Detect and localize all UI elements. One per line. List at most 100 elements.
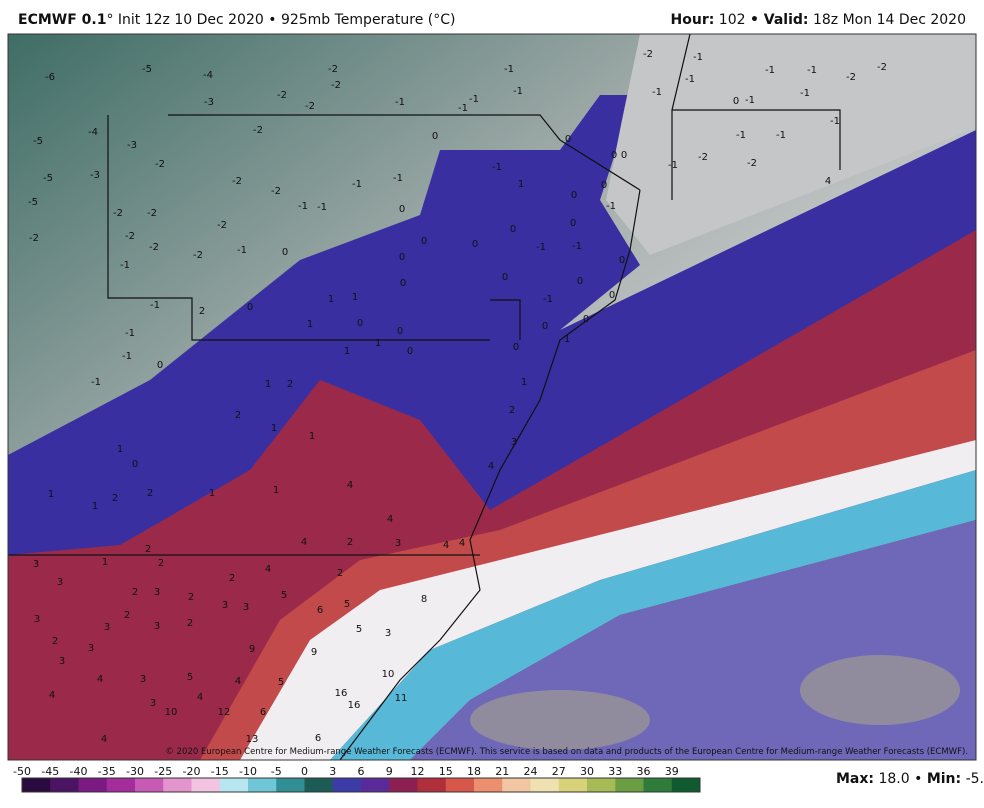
map-label: 0 (472, 239, 478, 250)
map-label: -4 (203, 70, 213, 81)
map-label: 2 (124, 610, 130, 621)
map-label: 0 (247, 302, 253, 313)
map-labels: -6 -5 -4 -3 -2 -2 -2 -2 -1 -1 -1 -1 -1 -2 -1 -1 -1 -2 -2 -1… (28, 49, 887, 745)
colorbar-swatch (248, 778, 277, 792)
colorbar-tick: 9 (386, 765, 393, 778)
map-label: -2 (643, 49, 653, 60)
map-label: -6 (45, 72, 55, 83)
map-label: -1 (298, 201, 308, 212)
map-label: 3 (34, 614, 40, 625)
map-label: 1 (48, 489, 54, 500)
hour: 102 (718, 12, 746, 28)
map-label: 3 (511, 437, 517, 448)
map-label: -1 (830, 116, 840, 127)
map-label: 3 (154, 621, 160, 632)
map-label: 2 (188, 592, 194, 603)
colorbar-swatch (135, 778, 164, 792)
init: ° Init 12z 10 Dec 2020 • 925mb Temperatu… (106, 12, 456, 28)
map-label: 1 (307, 319, 313, 330)
map-label: 16 (348, 700, 361, 711)
map-label: -1 (91, 377, 101, 388)
colorbar-swatch (615, 778, 644, 792)
map-label: -2 (232, 176, 242, 187)
map-label: 0 (407, 346, 413, 357)
colorbar-tick: -35 (98, 765, 116, 778)
map-label: 0 (421, 236, 427, 247)
colorbar-swatch (332, 778, 362, 792)
map-label: -1 (685, 74, 695, 85)
map-label: -2 (113, 208, 123, 219)
map-label: 0 (621, 150, 627, 161)
map-label: -1 (668, 160, 678, 171)
borders (8, 33, 841, 761)
colorbar-swatch (361, 778, 390, 792)
map-label: 5 (356, 624, 362, 635)
map-label: 0 (542, 321, 548, 332)
map-label: 9 (249, 644, 255, 655)
map-label: -5 (28, 197, 38, 208)
map-label: -1 (125, 328, 135, 339)
map-label: 4 (825, 176, 831, 187)
map-label: 2 (52, 636, 58, 647)
band-light (240, 440, 976, 760)
map-label: -1 (352, 179, 362, 190)
map-label: -2 (331, 80, 341, 91)
map-label: 0 (571, 190, 577, 201)
map-label: 2 (145, 544, 151, 555)
map-label: 2 (509, 405, 515, 416)
colorbar: -50 -45 -40 -35 -30 -25 -20 -15 -10 -5 0 3 6 9 12 15 18 2… (13, 765, 701, 793)
colorbar-swatch (502, 778, 531, 792)
colorbar-swatch (304, 778, 334, 792)
map-label: 6 (315, 733, 321, 744)
map-label: 6 (260, 707, 266, 718)
colorbar-tick: -5 (271, 765, 282, 778)
map-label: -2 (747, 158, 757, 169)
map-label: 3 (57, 577, 63, 588)
footer: Max: 18.0 • Min: -5.8 (836, 771, 984, 787)
map-label: 4 (488, 461, 494, 472)
colorbar-tick: 3 (329, 765, 336, 778)
map-label: 0 (583, 314, 589, 325)
map-label: 0 (609, 290, 615, 301)
map-label: -1 (536, 242, 546, 253)
colorbar-tick: 30 (580, 765, 594, 778)
patch (800, 655, 960, 725)
colorbar-tick: -15 (211, 765, 229, 778)
map-label: 3 (154, 587, 160, 598)
map-label: -2 (29, 233, 39, 244)
map-label: 0 (565, 134, 571, 145)
map-label: 3 (104, 622, 110, 633)
min: -5.8 (966, 771, 984, 787)
map-label: 2 (287, 379, 293, 390)
map-label: -2 (277, 90, 287, 101)
map-label: -1 (572, 241, 582, 252)
map-label: 4 (387, 514, 393, 525)
map-label: 1 (92, 501, 98, 512)
colorbar-swatch (417, 778, 447, 792)
map-label: 0 (132, 459, 138, 470)
map-label: -1 (736, 130, 746, 141)
map-label: 0 (570, 218, 576, 229)
map-label: 2 (229, 573, 235, 584)
map-label: 1 (352, 292, 358, 303)
colorbar-swatch (558, 778, 588, 792)
min-label: Min: (927, 771, 961, 787)
hour-label: Hour: (670, 12, 715, 28)
map-label: 1 (328, 294, 334, 305)
map-label: 0 (399, 252, 405, 263)
map-label: 2 (132, 587, 138, 598)
map-label: -1 (513, 86, 523, 97)
map-label: 16 (335, 688, 348, 699)
map-label: 1 (209, 488, 215, 499)
model: ECMWF 0.1 (18, 12, 107, 28)
map-label: 1 (271, 423, 277, 434)
map-label: 10 (382, 669, 395, 680)
map-label: -3 (90, 170, 100, 181)
colorbar-swatch (276, 778, 305, 792)
map-label: 4 (101, 734, 107, 745)
map-label: -2 (193, 250, 203, 261)
map-label: 10 (165, 707, 178, 718)
map-label: 0 (513, 342, 519, 353)
colorbar-swatch (50, 778, 79, 792)
map-label: -1 (693, 52, 703, 63)
